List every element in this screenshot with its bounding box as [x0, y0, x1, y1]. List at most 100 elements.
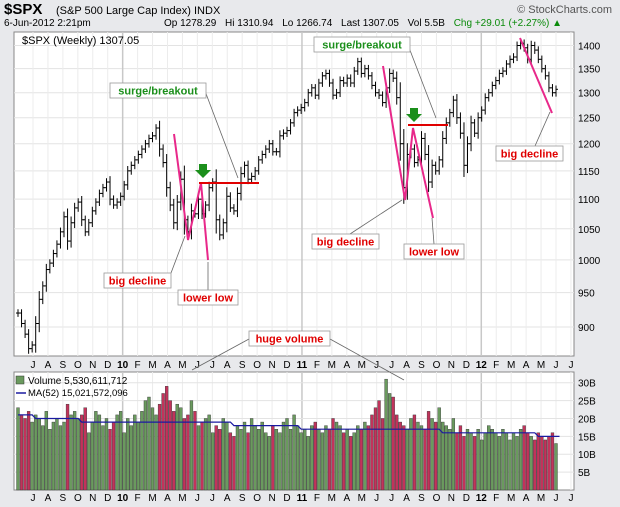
volume-bar	[441, 421, 445, 491]
x-tick-label: O	[74, 360, 82, 371]
volume-bar	[249, 418, 254, 491]
x-tick-label: A	[224, 360, 231, 371]
quote-high: Hi 1310.94	[225, 18, 274, 29]
volume-bar	[299, 432, 303, 491]
volume-bar	[16, 407, 20, 491]
volume-bar	[540, 436, 544, 491]
volume-bar	[536, 432, 540, 491]
x-tick-label: D	[283, 493, 290, 504]
label-lower-low-2-box	[403, 243, 465, 260]
x-tick-label: D	[104, 493, 111, 504]
x-tick-label: O	[74, 493, 82, 504]
x-tick-label: O	[433, 360, 441, 371]
volume-bar	[409, 418, 413, 491]
label-big-decline-3-box	[495, 145, 564, 162]
label-lower-low-2-pointer	[431, 217, 435, 245]
x-tick-label: A	[45, 360, 52, 371]
label-huge-volume-box	[248, 330, 331, 347]
volume-bar	[451, 418, 456, 491]
price-tick-label: 1350	[578, 65, 601, 76]
volume-bar	[235, 425, 240, 491]
x-tick-label: F	[314, 493, 320, 504]
x-tick-label: S	[418, 493, 425, 504]
volume-bar	[366, 425, 371, 491]
label-big-decline-3: big decline	[501, 149, 558, 161]
volume-bar	[94, 411, 98, 491]
volume-bar	[405, 429, 409, 491]
volume-bar	[196, 425, 201, 491]
volume-bar	[19, 414, 24, 491]
price-tick-label: 1150	[578, 167, 600, 178]
volume-bar	[90, 421, 94, 491]
price-tick-label: 1250	[578, 114, 601, 125]
volume-bar	[72, 411, 77, 491]
price-panel	[13, 31, 575, 357]
x-tick-label: J	[389, 493, 394, 504]
volume-bar	[338, 425, 342, 491]
volume-bar	[341, 432, 346, 491]
volume-bar	[352, 432, 356, 491]
volume-bar	[469, 432, 473, 491]
x-tick-label: 12	[476, 493, 488, 504]
volume-bar	[426, 411, 431, 491]
volume-bar	[80, 414, 84, 491]
label-surge-breakout-2-pointer	[407, 44, 437, 119]
quote-volume: Vol 5.5B	[407, 18, 445, 29]
volume-bar	[303, 429, 307, 491]
quote-change: Chg +29.01 (+2.27%) ▲	[453, 18, 562, 29]
x-tick-label: A	[164, 493, 171, 504]
volume-bar	[62, 421, 66, 491]
volume-bar	[317, 429, 321, 491]
volume-bar	[320, 432, 325, 491]
volume-bar	[550, 432, 555, 491]
x-tick-label: 10	[117, 493, 129, 504]
volume-bar	[168, 400, 172, 491]
volume-bar	[398, 421, 402, 491]
price-tick-label: 900	[578, 323, 595, 334]
volume-bar	[104, 418, 109, 491]
x-tick-label: O	[253, 493, 261, 504]
price-tick-label: 1050	[578, 225, 601, 236]
volume-bar	[494, 432, 498, 491]
volume-bar	[356, 425, 360, 491]
quote-low: Lo 1266.74	[282, 18, 333, 29]
label-big-decline-3-pointer	[534, 111, 551, 147]
volume-bar	[455, 432, 459, 491]
volume-bar	[41, 425, 45, 491]
volume-bar	[189, 400, 194, 491]
volume-bar	[504, 432, 509, 491]
volume-bar	[179, 407, 183, 491]
volume-bar	[55, 418, 59, 491]
volume-bar	[242, 421, 247, 491]
price-grid: 900 950 1000 1050 1100 1150 1200 1250 1300 1350 14…	[14, 32, 601, 504]
x-tick-label: J	[554, 493, 559, 504]
volume-bar	[526, 432, 530, 491]
quote-open: Op 1278.29	[164, 18, 217, 29]
volume-bar	[232, 436, 236, 491]
volume-bar	[246, 432, 250, 491]
x-tick-label: F	[493, 493, 499, 504]
quote-date: 6-Jun-2012 2:21pm	[4, 18, 91, 29]
volume-bar	[271, 425, 275, 491]
volume-bar	[172, 411, 176, 491]
volume-bar	[402, 425, 406, 491]
volume-bar	[203, 418, 208, 491]
volume-bar	[122, 432, 126, 491]
volume-bar	[115, 414, 119, 491]
x-tick-label: S	[418, 360, 425, 371]
volume-bar	[108, 429, 112, 491]
volume-bar	[487, 425, 491, 491]
x-tick-label: N	[268, 360, 275, 371]
x-tick-label: A	[343, 360, 350, 371]
volume-bar	[472, 436, 477, 491]
x-tick-label: A	[403, 493, 410, 504]
volume-bar	[76, 418, 80, 491]
volume-bar	[288, 429, 293, 491]
volume-bar	[476, 429, 480, 491]
x-tick-label: A	[164, 360, 171, 371]
volume-bar	[380, 418, 385, 491]
x-tick-label: A	[523, 360, 530, 371]
x-tick-label: O	[253, 360, 261, 371]
volume-bar	[497, 436, 502, 491]
volume-bar	[419, 425, 424, 491]
